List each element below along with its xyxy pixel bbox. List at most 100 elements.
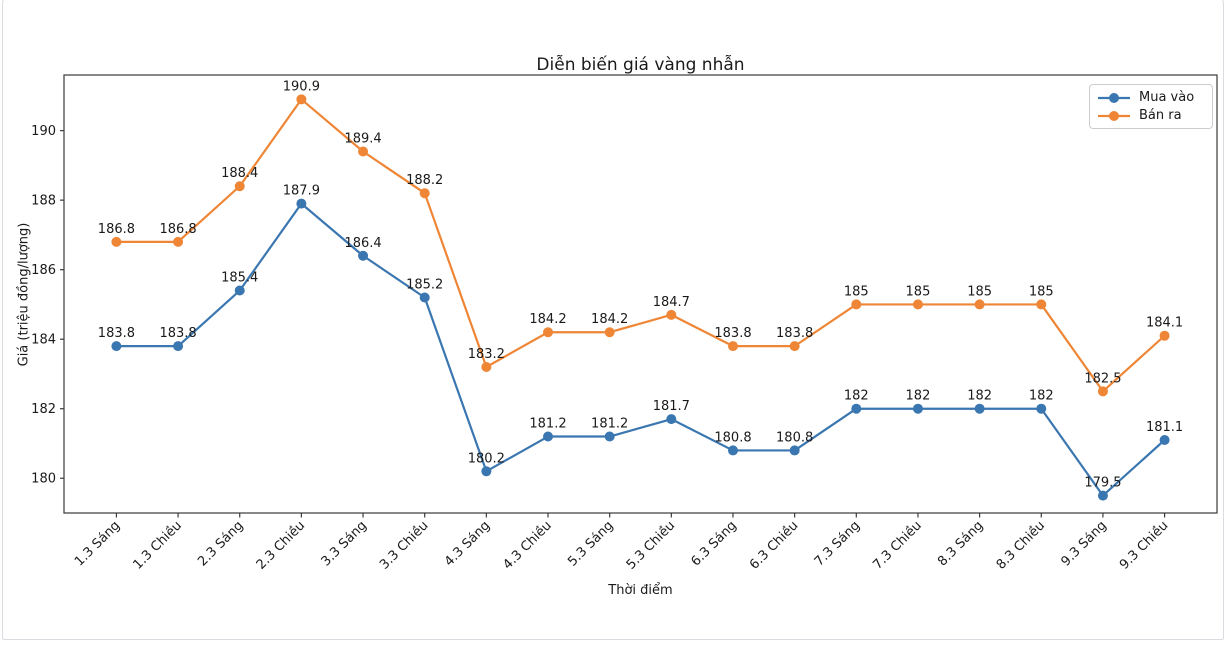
y-tick-label: 186 [31,263,56,278]
data-point-label: 188.4 [221,166,258,181]
x-tick-label: 2.3 Chiều [254,518,308,572]
data-point [727,445,738,456]
data-point-label: 182 [1029,389,1054,404]
data-point-label: 184.1 [1146,316,1183,331]
x-tick-label: 5.3 Sáng [565,518,616,569]
data-point [481,466,492,477]
data-point-label: 185.2 [406,277,443,292]
y-tick-label: 188 [31,194,56,209]
data-point [851,299,862,310]
data-point-label: 183.8 [159,326,196,341]
data-point [173,341,184,352]
data-point [1097,386,1108,397]
y-tick-label: 190 [31,124,56,139]
x-tick-label: 9.3 Sáng [1058,518,1109,569]
data-point [296,198,307,209]
data-point-label: 182.5 [1084,371,1121,386]
data-point-label: 181.7 [653,399,690,414]
data-point [789,341,800,352]
data-point-label: 186.8 [98,222,135,237]
data-point-label: 179.5 [1084,476,1121,491]
data-point [234,181,245,192]
data-point [912,299,923,310]
data-point-label: 186.4 [344,236,381,251]
data-point [296,94,307,105]
x-tick-label: 7.3 Chiều [870,518,924,572]
data-point-label: 184.2 [529,312,566,327]
data-point [1159,435,1170,445]
data-point-label: 180.8 [714,430,751,445]
data-point-label: 181.2 [591,417,628,432]
data-point [912,403,923,414]
data-point [173,236,184,247]
data-point [727,341,738,352]
data-point [974,299,985,310]
data-point [1097,490,1108,501]
data-point [234,285,245,296]
data-point-label: 184.2 [591,312,628,327]
data-point [543,431,554,442]
x-tick-label: 8.3 Sáng [935,518,986,569]
legend-line-marker-icon [1098,92,1130,103]
x-tick-label: 3.3 Chiều [377,518,431,572]
x-tick-label: 9.3 Chiều [1117,518,1171,572]
data-point [1159,330,1170,341]
x-tick-label: 6.3 Chiều [747,518,801,572]
data-point-label: 185 [967,284,992,299]
data-point [358,146,369,157]
data-point [1036,403,1047,414]
y-tick-label: 180 [31,472,56,487]
data-point [358,250,369,261]
data-point-label: 185 [844,284,869,299]
data-point-label: 181.1 [1146,420,1183,435]
data-point-label: 185 [906,284,931,299]
data-point [604,431,615,442]
data-point-label: 183.8 [98,326,135,341]
data-point-label: 182 [906,389,931,404]
legend-line-marker-icon [1098,110,1130,121]
data-point [666,414,677,425]
data-point-label: 189.4 [344,131,381,146]
data-point [604,327,615,338]
data-point [419,188,430,199]
legend-entry-mua-vao: Mua vào [1096,89,1204,106]
x-tick-label: 1.3 Sáng [72,518,123,569]
x-axis-label: Thời điểm [608,583,673,598]
data-point [543,327,554,338]
series-line-1 [116,98,1166,393]
series-line-0 [116,202,1166,497]
chart-title: Diễn biến giá vàng nhẫn [536,55,745,75]
x-tick-label: 1.3 Chiều [130,518,184,572]
y-tick-label: 182 [31,402,56,417]
data-point [111,236,122,247]
data-point [111,341,122,352]
data-point [851,403,862,414]
data-point-label: 183.8 [776,326,813,341]
data-point-label: 188.2 [406,173,443,188]
data-point [419,292,430,303]
data-point-label: 187.9 [283,184,320,199]
x-tick-label: 4.3 Chiều [500,518,554,572]
data-point [1036,299,1047,310]
data-point-label: 182 [967,389,992,404]
data-point-label: 181.2 [529,417,566,432]
data-point [789,445,800,456]
legend-entry-ban-ra: Bán ra [1096,107,1204,124]
legend: Mua vào Bán ra [1089,84,1213,129]
data-point-label: 190.9 [283,79,320,94]
data-point-label: 184.7 [653,295,690,310]
data-point-label: 185 [1029,284,1054,299]
data-point-label: 182 [844,389,869,404]
data-point [666,309,677,320]
x-tick-label: 6.3 Sáng [689,518,740,569]
axes-spines [63,74,1218,514]
data-point-label: 186.8 [159,222,196,237]
y-tick-label: 184 [31,333,56,348]
data-point [974,403,985,414]
legend-label-mua-vao: Mua vào [1139,90,1195,105]
x-tick-label: 8.3 Chiều [994,518,1048,572]
x-tick-label: 3.3 Sáng [319,518,370,569]
data-point-label: 183.2 [468,347,505,362]
